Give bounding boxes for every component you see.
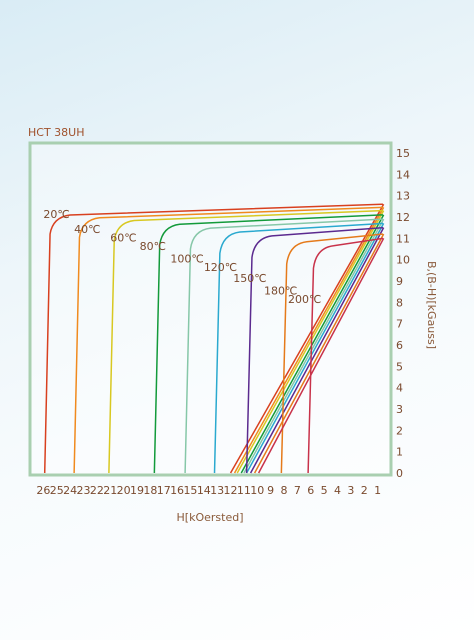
bh-line-120℃ (245, 223, 385, 474)
y-tick-label: 12 (396, 211, 410, 224)
x-tick-label: 1 (374, 484, 381, 497)
y-tick-label: 8 (396, 296, 403, 309)
bh-line-20℃ (229, 203, 385, 474)
x-tick-label: 24 (63, 484, 77, 497)
bh-line-200℃ (257, 237, 385, 474)
x-tick-label: 6 (307, 484, 314, 497)
x-tick-label: 14 (197, 484, 211, 497)
b-curve-40℃ (73, 206, 384, 474)
y-tick-label: 1 (396, 446, 403, 459)
bh-line-180℃ (253, 233, 385, 474)
b-curve-80℃ (153, 214, 384, 474)
b-curve-150℃ (245, 226, 384, 474)
y-tick-label: 9 (396, 275, 403, 288)
bh-line-100℃ (243, 218, 385, 474)
y-tick-label: 14 (396, 168, 410, 181)
y-tick-label: 10 (396, 254, 410, 267)
y-tick-label: 3 (396, 403, 403, 416)
y-tick-label: 7 (396, 318, 403, 331)
temp-label-60℃: 60℃ (110, 231, 136, 244)
temp-label-180℃: 180℃ (264, 285, 297, 298)
b-curve-180℃ (280, 233, 384, 474)
y-tick-label: 15 (396, 147, 410, 160)
x-tick-label: 8 (281, 484, 288, 497)
x-tick-label: 2 (361, 484, 368, 497)
b-curve-100℃ (184, 218, 384, 474)
x-tick-label: 18 (143, 484, 157, 497)
bh-line-80℃ (240, 214, 385, 474)
y-tick-label: 13 (396, 190, 410, 203)
x-tick-label: 3 (347, 484, 354, 497)
x-tick-label: 13 (210, 484, 224, 497)
temp-label-20℃: 20℃ (43, 208, 69, 221)
temp-label-80℃: 80℃ (140, 240, 166, 253)
chart-title: HCT 38UH (28, 126, 85, 139)
b-curve-60℃ (108, 209, 384, 474)
x-tick-label: 15 (183, 484, 197, 497)
y-tick-label: 4 (396, 382, 403, 395)
x-tick-label: 9 (267, 484, 274, 497)
y-axis-label: B,(B-H)[kGauss] (425, 261, 438, 349)
b-curve-20℃ (43, 203, 384, 474)
temp-label-150℃: 150℃ (233, 272, 266, 285)
x-tick-label: 20 (117, 484, 131, 497)
x-tick-label: 4 (334, 484, 341, 497)
plot-area (28, 141, 393, 477)
x-tick-label: 23 (76, 484, 90, 497)
x-tick-label: 11 (237, 484, 251, 497)
x-tick-labels: 26 25 24 23 22 21 20 19 18 17 16 15 14 13 12 11 10 9 8 7 6 5 4… (36, 484, 381, 497)
x-tick-label: 16 (170, 484, 184, 497)
y-tick-label: 0 (396, 467, 403, 480)
x-tick-label: 7 (294, 484, 301, 497)
x-tick-label: 10 (250, 484, 264, 497)
x-axis-label: H[kOersted] (177, 511, 244, 524)
x-tick-label: 25 (50, 484, 64, 497)
y-tick-label: 6 (396, 339, 403, 352)
x-tick-label: 21 (103, 484, 117, 497)
b-curve-200℃ (307, 237, 384, 474)
bh-line-40℃ (233, 207, 385, 474)
y-tick-label: 5 (396, 360, 403, 373)
bh-line-60℃ (236, 210, 385, 474)
y-tick-label: 11 (396, 232, 410, 245)
b-curve-120℃ (213, 222, 384, 474)
temp-label-40℃: 40℃ (74, 223, 100, 236)
curves-group (43, 203, 385, 474)
x-tick-label: 26 (36, 484, 50, 497)
temp-label-200℃: 200℃ (288, 293, 321, 306)
bh-line-150℃ (249, 227, 385, 474)
x-tick-label: 5 (321, 484, 328, 497)
y-tick-label: 2 (396, 424, 403, 437)
x-tick-label: 17 (157, 484, 171, 497)
x-tick-label: 12 (224, 484, 238, 497)
x-tick-label: 19 (130, 484, 144, 497)
temp-label-100℃: 100℃ (170, 253, 203, 266)
x-tick-label: 22 (90, 484, 104, 497)
temp-label-120℃: 120℃ (204, 261, 237, 274)
